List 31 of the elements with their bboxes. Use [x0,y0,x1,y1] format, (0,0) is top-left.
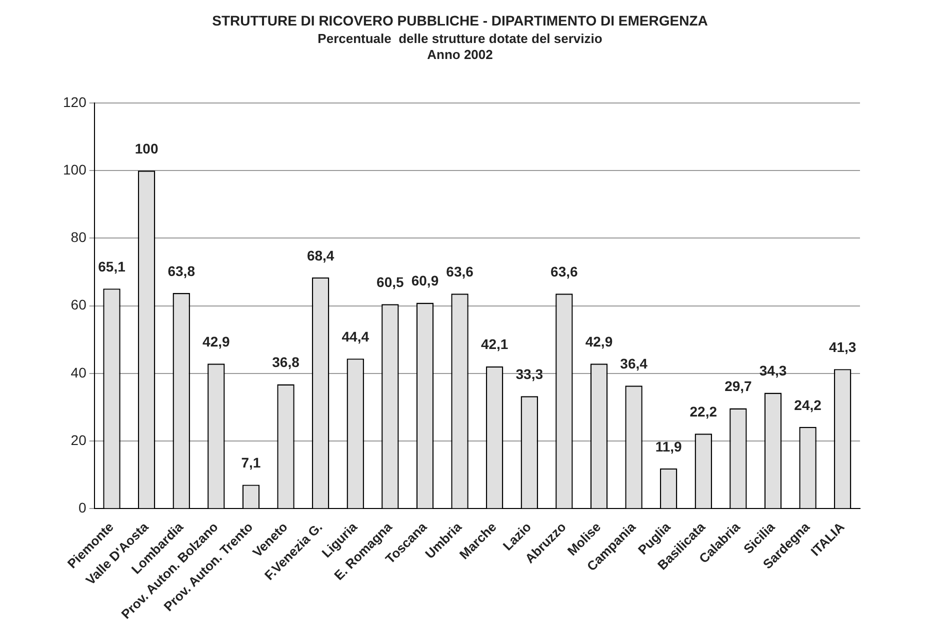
data-label: 42,9 [585,334,613,350]
data-label: 65,1 [98,258,126,274]
data-label: 7,1 [241,454,261,471]
y-tick-label: 100 [63,161,87,178]
data-label: 63,6 [550,264,578,280]
data-label: 60,5 [376,274,404,290]
data-label: 42,9 [202,334,230,350]
chart-subtitle: Percentuale delle strutture dotate del servizio Anno 2002 [318,31,602,62]
chart-title: STRUTTURE DI RICOVERO PUBBLICHE - DIPARTIMENTO DI EMERGENZA [212,12,708,28]
y-tick-label: 60 [70,296,87,313]
data-label: 11,9 [655,438,682,454]
y-tick-label: 80 [70,229,87,246]
data-label: 33,3 [516,366,544,382]
data-label: 63,6 [446,264,474,280]
data-label: 24,2 [794,396,822,413]
data-label: 68,4 [306,247,334,264]
data-label: 34,3 [759,362,787,379]
data-label: 42,1 [480,336,508,352]
data-label: 36,4 [620,356,648,372]
y-tick-label: 20 [70,432,87,448]
data-label: 29,7 [724,378,752,394]
data-label: 60,9 [411,272,439,289]
y-tick-label: 120 [63,94,87,110]
y-tick-label: 40 [70,364,87,380]
data-label: 22,2 [690,404,718,420]
data-label: 36,8 [272,354,300,370]
y-tick-label: 0 [78,500,87,516]
data-label: 100 [134,140,158,156]
data-label: 63,8 [168,262,196,279]
data-label: 44,4 [342,328,370,344]
data-label: 41,3 [828,338,856,355]
